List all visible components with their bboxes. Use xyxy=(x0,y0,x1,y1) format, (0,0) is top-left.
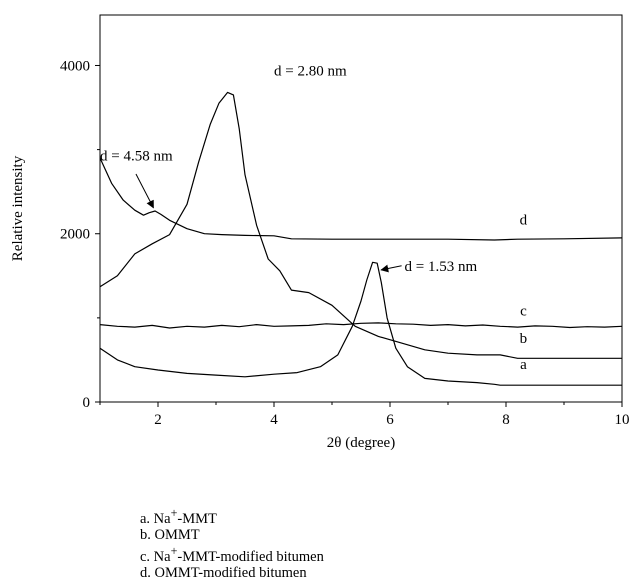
annotation-arrow-2 xyxy=(380,264,402,273)
series-c-line xyxy=(99,322,623,329)
legend-item-c: c. Na+-MMT-modified bitumen xyxy=(140,543,324,565)
legend-item-c-sup: + xyxy=(170,543,178,558)
legend-item-b-text: b. OMMT xyxy=(140,526,200,543)
curve-label-c: c xyxy=(520,303,527,319)
legend-item-a-suffix: -MMT xyxy=(177,510,217,527)
series-b-line xyxy=(99,91,622,359)
annotation-2: d = 1.53 nm xyxy=(405,259,478,275)
x-tick-label-10: 10 xyxy=(615,412,630,428)
legend-item-a-sup: + xyxy=(170,506,178,520)
annotation-arrow-1 xyxy=(135,173,154,209)
curve-label-b: b xyxy=(520,331,528,347)
xrd-chart: 2 4 6 8 10 0 2000 4000 abc d d = 2.80 nm d = 4.58 … xyxy=(10,14,630,451)
plot-frame xyxy=(99,14,623,403)
x-tick-label-6: 6 xyxy=(386,412,394,428)
curve-label-a: a xyxy=(520,357,527,373)
legend-item-b: b. OMMT xyxy=(140,527,324,543)
legend-item-a: a. Na+-MMT xyxy=(140,505,324,527)
annotation-1: d = 4.58 nm xyxy=(100,149,173,165)
legend-item-d-text: d. OMMT-modified bitumen xyxy=(140,564,307,581)
legend: a. Na+-MMT b. OMMT c. Na+-MMT-modified b… xyxy=(140,505,324,581)
y-tick-label-0: 0 xyxy=(83,395,91,411)
legend-item-c-suffix: -MMT-modified bitumen xyxy=(177,548,324,565)
annotation-0: d = 2.80 nm xyxy=(274,64,347,80)
y-tick-label-2000: 2000 xyxy=(60,227,90,243)
series-d-line xyxy=(99,157,623,241)
legend-item-a-text: a. Na xyxy=(140,510,171,527)
x-tick-label-4: 4 xyxy=(270,412,278,428)
series-a-line xyxy=(99,261,622,386)
y-tick-label-4000: 4000 xyxy=(60,58,90,74)
curve-label-d: d xyxy=(520,212,528,228)
x-tick-label-2: 2 xyxy=(154,412,162,428)
legend-item-c-text: c. Na xyxy=(140,548,171,565)
legend-item-d: d. OMMT-modified bitumen xyxy=(140,565,324,581)
x-axis-title: 2θ (degree) xyxy=(327,435,395,451)
y-axis-title: Relative intensity xyxy=(10,155,26,261)
x-tick-label-8: 8 xyxy=(502,412,510,428)
